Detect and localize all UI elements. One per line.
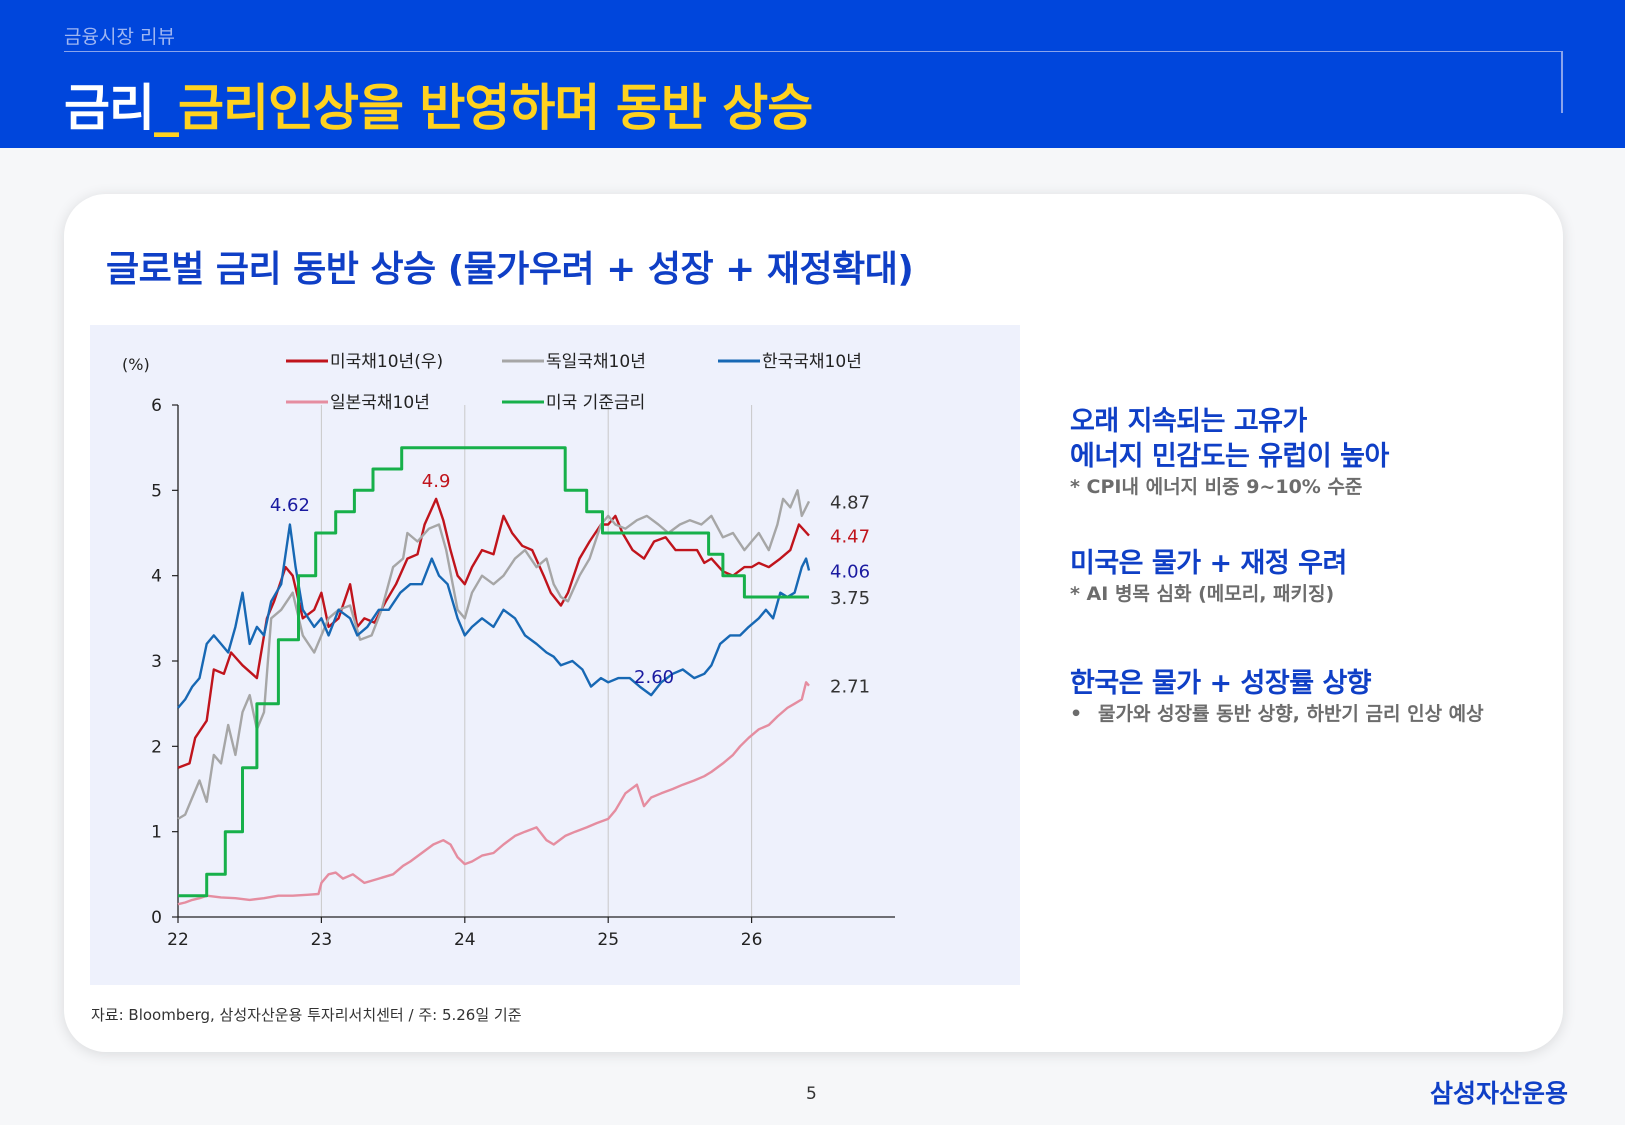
insight-2-head: 미국은 물가 + 재정 우려	[1070, 548, 1347, 579]
legend-label: 일본국채10년	[330, 393, 430, 413]
end-value-label: 3.75	[830, 588, 870, 609]
series-line-4	[177, 681, 810, 906]
header-divider-vertical	[1561, 51, 1563, 113]
insight-2: 미국은 물가 + 재정 우려 * AI 병목 심화 (메모리, 패키징)	[1070, 546, 1347, 607]
series-line-3	[177, 523, 811, 709]
page-title: 금리_금리인상을 반영하며 동반 상승	[64, 68, 813, 140]
bullet-dot: •	[1070, 703, 1083, 725]
insight-1-note: * CPI내 에너지 비중 9~10% 수준	[1070, 476, 1363, 498]
end-value-label: 4.06	[830, 562, 870, 583]
page-number: 5	[806, 1084, 817, 1104]
insight-3-head: 한국은 물가 + 성장률 상향	[1070, 668, 1372, 699]
insight-3-bullet: • 물가와 성장률 동반 상향, 하반기 금리 인상 예상	[1070, 701, 1484, 727]
series-line-5	[178, 446, 809, 898]
brand-logo: 삼성자산운용	[1430, 1079, 1569, 1108]
x-tick-label: 23	[311, 930, 333, 950]
data-label: 2.60	[634, 667, 674, 688]
header-divider	[64, 51, 1562, 52]
breadcrumb: 금융시장 리뷰	[64, 26, 175, 48]
legend-label: 한국국채10년	[762, 352, 862, 372]
y-tick-label: 3	[151, 652, 162, 672]
x-tick-label: 25	[597, 930, 619, 950]
data-label: 4.9	[422, 471, 451, 492]
end-value-label: 4.47	[830, 527, 870, 548]
page-title-sub: _금리인상을 반영하며 동반 상승	[154, 79, 813, 137]
series-line-1	[177, 497, 810, 769]
y-tick-label: 1	[151, 823, 162, 843]
series-line-2	[177, 489, 811, 820]
insight-1: 오래 지속되는 고유가 에너지 민감도는 유럽이 높아 * CPI내 에너지 비…	[1070, 404, 1389, 500]
insight-3: 한국은 물가 + 성장률 상향 • 물가와 성장률 동반 상향, 하반기 금리 인…	[1070, 666, 1484, 727]
legend-label: 미국채10년(우)	[330, 352, 443, 372]
x-tick-label: 22	[167, 930, 189, 950]
y-tick-label: 4	[151, 567, 162, 587]
y-tick-label: 0	[151, 908, 162, 928]
x-tick-label: 26	[741, 930, 763, 950]
end-value-label: 4.87	[830, 492, 870, 513]
y-unit-label: (%)	[122, 355, 150, 374]
insight-3-note: 물가와 성장률 동반 상향, 하반기 금리 인상 예상	[1098, 703, 1484, 725]
page-title-main: 금리	[64, 79, 155, 137]
y-tick-label: 5	[151, 481, 162, 501]
chart-panel: 0 1 2 3 4 5 6 (%) 22 23 24 25 26 미국채10년(우) 독일국채10년 한국국채…	[90, 325, 1020, 985]
x-tick-label: 24	[454, 930, 476, 950]
source-note: 자료: Bloomberg, 삼성자산운용 투자리서치센터 / 주: 5.26일…	[91, 1006, 522, 1024]
y-tick-label: 2	[151, 737, 162, 757]
insight-1-head-line-2: 에너지 민감도는 유럽이 높아	[1070, 441, 1389, 472]
insight-2-note: * AI 병목 심화 (메모리, 패키징)	[1070, 583, 1335, 605]
card-title: 글로벌 금리 동반 상승 (물가우려 + 성장 + 재정확대)	[106, 249, 914, 290]
y-tick-label: 6	[151, 396, 162, 416]
insight-1-head-line-1: 오래 지속되는 고유가	[1070, 406, 1307, 437]
legend-label: 미국 기준금리	[546, 393, 645, 413]
legend-label: 독일국채10년	[546, 352, 646, 372]
end-value-label: 2.71	[830, 677, 870, 698]
data-label: 4.62	[270, 495, 310, 516]
header-banner: 금융시장 리뷰 금리_금리인상을 반영하며 동반 상승	[0, 0, 1625, 148]
